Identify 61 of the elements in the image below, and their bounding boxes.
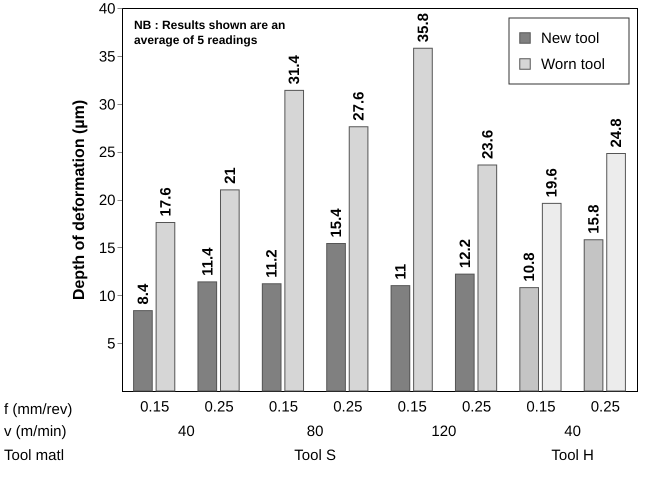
data-label: 11.4: [199, 246, 216, 276]
y-tick-label: 35: [98, 48, 116, 66]
x-tick-label: 0.15: [268, 398, 298, 416]
text: v (m/min): [4, 423, 66, 440]
bar: [542, 202, 562, 392]
x-tick-label: 0.25: [333, 398, 362, 416]
annotation: NB : Results shown are an average of 5 readings: [134, 18, 286, 47]
bar: [454, 274, 475, 392]
bar: [606, 153, 626, 392]
text: 40: [178, 423, 195, 440]
data-label: 11.2: [264, 249, 281, 278]
y-tick-label: 25: [98, 144, 116, 162]
y-tick-label: 10: [98, 288, 116, 305]
y-tick-label: 20: [98, 192, 116, 209]
bar: [197, 281, 218, 392]
data-label: 10.8: [521, 252, 538, 282]
bar: [477, 164, 498, 392]
x-tick-label: 0.15: [526, 398, 556, 416]
y-axis-title: Depth of deformation (µm): [70, 100, 88, 300]
data-label: 31.4: [286, 54, 304, 84]
text: Tool H: [551, 447, 594, 464]
legend-label: Worn tool: [541, 56, 605, 73]
y-tick-label: 40: [98, 0, 116, 18]
y-tick-label: 5: [107, 336, 116, 353]
text: 80: [306, 423, 324, 440]
text: Tool S: [294, 447, 336, 464]
bar: [413, 48, 433, 392]
x-tick-label: 0.25: [462, 398, 492, 416]
data-label: 19.6: [544, 168, 561, 198]
data-label: 24.8: [608, 118, 626, 148]
data-label: 15.8: [586, 204, 603, 234]
x-tick-label: 0.15: [140, 398, 170, 416]
bar: [284, 90, 304, 392]
legend-label: New tool: [541, 30, 600, 47]
bar: [390, 285, 410, 392]
data-label: 17.6: [157, 187, 174, 216]
data-label: 27.6: [350, 92, 368, 121]
text: f (mm/rev): [4, 401, 72, 418]
bar: [519, 287, 540, 392]
data-label: 23.6: [479, 130, 496, 160]
data-label: 35.8: [414, 13, 432, 42]
x-tick-label: 0.25: [590, 398, 620, 416]
bar: [156, 222, 176, 392]
bar: [326, 243, 346, 392]
text: Tool matl: [4, 447, 64, 464]
bar: [348, 126, 368, 392]
bar: [262, 283, 282, 392]
data-label: 21: [222, 167, 239, 184]
bar: [584, 239, 604, 392]
x-tick-label: 0.15: [398, 398, 427, 416]
bar: [133, 310, 153, 392]
bar: [220, 189, 240, 392]
y-tick-label: 15: [98, 240, 116, 257]
y-tick-label: 30: [98, 96, 116, 114]
text: 120: [431, 423, 456, 440]
data-label: 11: [392, 264, 410, 280]
data-label: 12.2: [456, 238, 474, 268]
data-label: 8.4: [134, 283, 152, 305]
x-tick-label: 0.25: [204, 398, 234, 416]
text: 40: [564, 423, 581, 440]
data-label: 15.4: [328, 208, 346, 238]
